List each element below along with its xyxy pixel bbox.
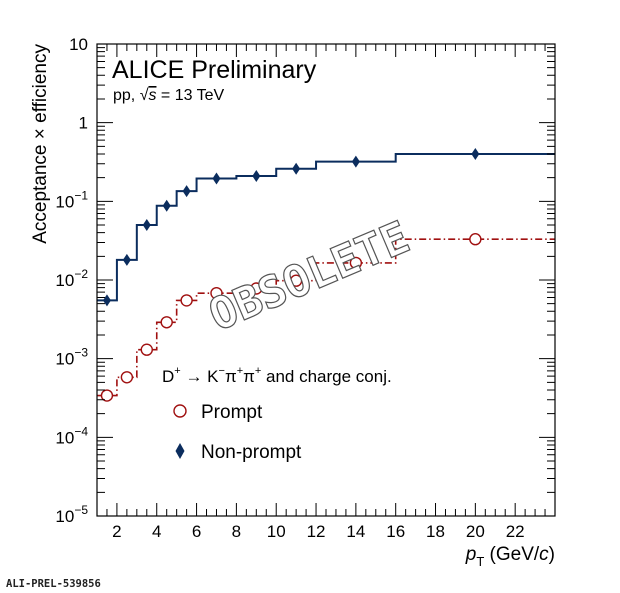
y-axis-label: Acceptance × efficiency	[30, 44, 51, 244]
x-tick-label: 20	[466, 522, 485, 541]
x-tick-label: 8	[232, 522, 241, 541]
data-point-prompt	[349, 256, 363, 270]
data-point-prompt	[210, 286, 223, 300]
y-tick-label: 10−2	[55, 267, 88, 290]
subtitle-prefix: pp,	[113, 87, 140, 104]
chart-title: ALICE Preliminary	[112, 56, 317, 84]
x-tick-label: 10	[267, 522, 286, 541]
data-point-non-prompt	[122, 253, 131, 266]
data-point-non-prompt	[142, 219, 151, 232]
legend-label-non-prompt: Non-prompt	[201, 442, 302, 463]
data-point-non-prompt	[351, 155, 360, 168]
x-tick-labels: 2 4 6 8 10 12 14 16 18 20 22	[112, 522, 524, 541]
x-tick-label: 14	[346, 522, 365, 541]
data-point-prompt	[180, 294, 193, 307]
xlabel-p: p	[465, 544, 477, 565]
legend-marker-prompt	[173, 404, 187, 418]
subtitle-sqrt: √	[140, 87, 149, 104]
axis-ticks	[97, 43, 555, 517]
xlabel-close: )	[549, 544, 555, 565]
series-markers	[100, 147, 482, 402]
series-line-non-prompt	[97, 152, 555, 302]
x-tick-label: 22	[506, 522, 525, 541]
legend-label-prompt: Prompt	[201, 402, 263, 423]
subtitle-suffix: = 13 TeV	[156, 87, 224, 104]
y-tick-label: 10−1	[55, 188, 88, 211]
x-tick-label: 16	[386, 522, 405, 541]
y-tick-label: 10	[69, 35, 88, 54]
x-tick-label: 6	[192, 522, 201, 541]
data-point-prompt	[469, 233, 482, 246]
data-point-prompt	[289, 274, 303, 287]
data-point-prompt	[140, 343, 153, 356]
data-point-non-prompt	[252, 169, 261, 182]
data-point-prompt	[160, 316, 173, 329]
data-point-non-prompt	[212, 172, 221, 185]
x-tick-label: 12	[307, 522, 326, 541]
data-point-non-prompt	[182, 185, 191, 198]
subtitle-s: s	[148, 87, 156, 104]
y-tick-label: 10−3	[55, 346, 88, 369]
data-point-non-prompt	[162, 199, 171, 212]
x-tick-label: 4	[152, 522, 161, 541]
x-tick-label: 18	[426, 522, 445, 541]
series-lines	[97, 152, 555, 397]
xlabel-c: c	[539, 544, 549, 565]
y-tick-label: 10−4	[55, 424, 88, 447]
legend: D+ → K−π+π+ and charge conj. Prompt Non-…	[162, 365, 392, 463]
x-tick-label: 2	[112, 522, 121, 541]
x-axis-label: pT (GeV/c)	[465, 544, 555, 569]
legend-marker-non-prompt	[175, 443, 185, 459]
data-point-prompt	[250, 282, 263, 295]
data-point-prompt	[100, 389, 114, 402]
y-tick-label: 10−5	[55, 503, 88, 526]
data-point-non-prompt	[292, 162, 301, 175]
data-point-prompt	[120, 371, 134, 384]
footer-label: ALI-PREL-539856	[6, 578, 101, 590]
legend-title: D+ → K−π+π+ and charge conj.	[162, 365, 392, 386]
xlabel-unit: (GeV/	[484, 544, 540, 565]
y-tick-label: 1	[79, 114, 88, 133]
chart-subtitle: pp, √s = 13 TeV	[113, 87, 225, 104]
y-tick-labels: 10−5 10−4 10−3 10−2 10−1 1 10	[55, 35, 88, 526]
series-line-prompt	[97, 238, 555, 397]
data-point-non-prompt	[471, 147, 480, 160]
tick-marks	[97, 43, 555, 517]
xlabel-sub: T	[476, 554, 484, 569]
